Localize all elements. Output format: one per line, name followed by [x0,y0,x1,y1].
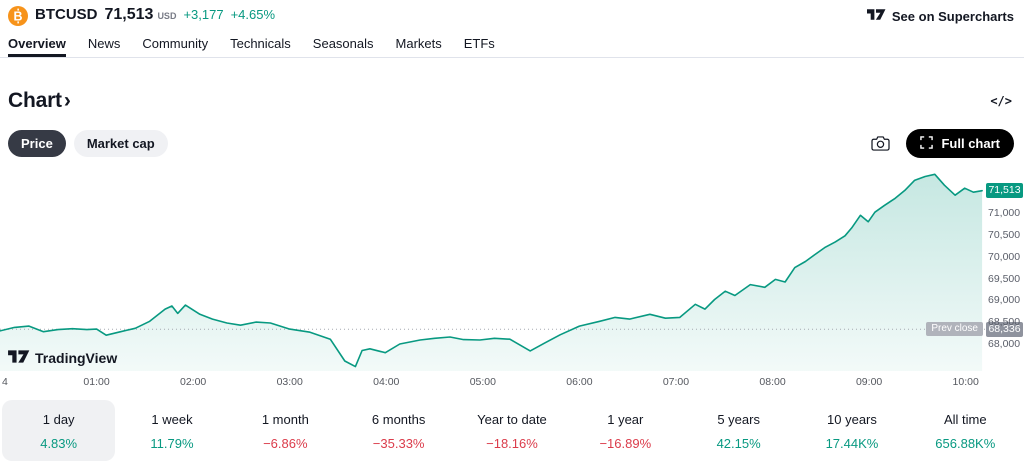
chevron-right-icon: › [63,88,71,112]
time-tick: 09:00 [855,376,883,388]
perf-year-to-date[interactable]: Year to date −18.16% [455,400,568,461]
main-content: Chart › </> Price Market cap [0,86,1024,461]
section-title-link[interactable]: Chart › [8,89,71,113]
snapshot-camera-icon[interactable] [871,135,891,152]
perf-1-year[interactable]: 1 year −16.89% [569,400,682,461]
price-tick: 68,500 [988,316,1021,329]
chart-plot-area[interactable] [0,166,985,371]
perf-period-value: 656.88K% [935,436,996,451]
tab-bar: Overview News Community Technicals Seasonals… [0,30,1024,58]
chart-toolbar: Price Market cap Full chart [8,129,1014,158]
perf-period-label: 5 years [717,412,760,427]
supercharts-label: See on Supercharts [891,8,1014,24]
tab-technicals[interactable]: Technicals [230,35,291,51]
price-line [0,173,983,368]
symbol-header: B BTCUSD 71,513 USD +3,177 +4.65% See on… [0,0,1024,30]
perf-period-label: 10 years [827,412,877,427]
perf-5-years[interactable]: 5 years 42.15% [682,400,795,461]
perf-period-value: −16.89% [599,436,652,451]
prev-close-label: Prev close [926,322,983,337]
time-axis[interactable]: 4 01:00 02:00 03:00 04:00 05:00 06:00 07:00 08:0… [0,373,985,391]
price-chart[interactable]: 71,513 68,336 68,000 68,500 69,000 69,500 70… [0,166,1024,392]
perf-6-months[interactable]: 6 months −35.33% [342,400,455,461]
time-tick: 08:00 [759,376,786,388]
tab-community[interactable]: Community [142,35,209,51]
time-tick: 05:00 [469,376,496,388]
price-tick: 70,000 [988,250,1021,263]
time-tick: 04:00 [373,376,400,388]
perf-10-years[interactable]: 10 years 17.44K% [795,400,908,461]
see-on-supercharts-link[interactable]: See on Supercharts [866,7,1014,25]
prev-close-price-badge: 68,336 [986,321,1023,337]
tradingview-logo-icon [866,7,886,25]
price-change-abs: +3,177 [183,7,224,22]
perf-period-label: 1 year [607,412,644,427]
perf-period-value: −18.16% [486,436,538,451]
chart-section-header: Chart › </> [8,86,1012,115]
chart-tools: Full chart [871,129,1014,158]
price-tick: 71,000 [988,207,1021,220]
perf-period-label: Year to date [477,412,547,427]
full-chart-label: Full chart [941,136,1000,151]
time-tick: 03:00 [276,376,303,388]
currency-label: USD [157,11,177,21]
tab-markets[interactable]: Markets [395,35,442,51]
price-tick: 69,000 [988,294,1021,307]
price-change: +3,177 +4.65% [183,7,275,22]
perf-period-label: 1 month [261,412,309,427]
perf-all-time[interactable]: All time 656.88K% [909,400,1022,461]
symbol-name[interactable]: BTCUSD [35,6,98,23]
svg-text:B: B [13,10,22,24]
time-tick: 01:00 [83,376,110,388]
fullscreen-icon [920,135,934,152]
tradingview-watermark-label: TradingView [35,350,118,366]
time-tick: 10:00 [952,376,979,388]
perf-period-value: −35.33% [372,436,425,451]
time-tick: 06:00 [566,376,593,388]
perf-period-label: 1 day [42,412,75,427]
perf-period-value: −6.86% [263,436,308,451]
tab-overview[interactable]: Overview [8,30,66,57]
price-toggle-button[interactable]: Price [8,130,66,157]
tradingview-logo-icon [8,348,30,368]
time-tick: 02:00 [179,376,207,388]
tab-etfs[interactable]: ETFs [463,35,495,51]
price-tick: 69,500 [988,272,1021,285]
price-tick: 70,500 [988,228,1021,241]
tradingview-watermark[interactable]: TradingView [8,348,117,368]
market-cap-toggle-button[interactable]: Market cap [73,130,168,157]
tab-seasonals[interactable]: Seasonals [312,35,374,51]
time-tick: 07:00 [662,376,690,388]
perf-period-value: 4.83% [40,436,78,451]
perf-1-week[interactable]: 1 week 11.79% [115,400,228,461]
full-chart-button[interactable]: Full chart [906,129,1014,158]
tab-news[interactable]: News [87,35,121,51]
code-embed-icon[interactable]: </> [990,93,1012,108]
perf-1-day[interactable]: 1 day 4.83% [2,400,116,461]
perf-period-label: 6 months [371,412,426,427]
price-change-pct: +4.65% [230,7,276,22]
perf-period-value: 11.79% [150,436,194,451]
performance-row: 1 day 4.83% 1 week 11.79% 1 month −6.86% 6 mon… [2,400,1022,461]
chart-mode-toggle: Price Market cap [8,130,168,157]
perf-period-value: 42.15% [716,436,761,451]
perf-period-label: All time [943,412,987,427]
last-price-value: 71,513 [104,6,154,23]
area-fill [0,174,983,371]
section-title: Chart [8,88,62,112]
price-tick: 68,000 [988,337,1021,350]
perf-period-value: 17.44K% [825,436,879,451]
symbol-info: B BTCUSD 71,513 USD +3,177 +4.65% [8,6,275,26]
price-scale[interactable]: 71,513 68,336 68,000 68,500 69,000 69,500 70… [985,166,1024,371]
perf-period-label: 1 week [151,412,193,427]
time-tick: 4 [2,376,8,388]
perf-1-month[interactable]: 1 month −6.86% [229,400,342,461]
bitcoin-icon: B [8,6,28,26]
last-price-badge: 71,513 [986,183,1023,199]
